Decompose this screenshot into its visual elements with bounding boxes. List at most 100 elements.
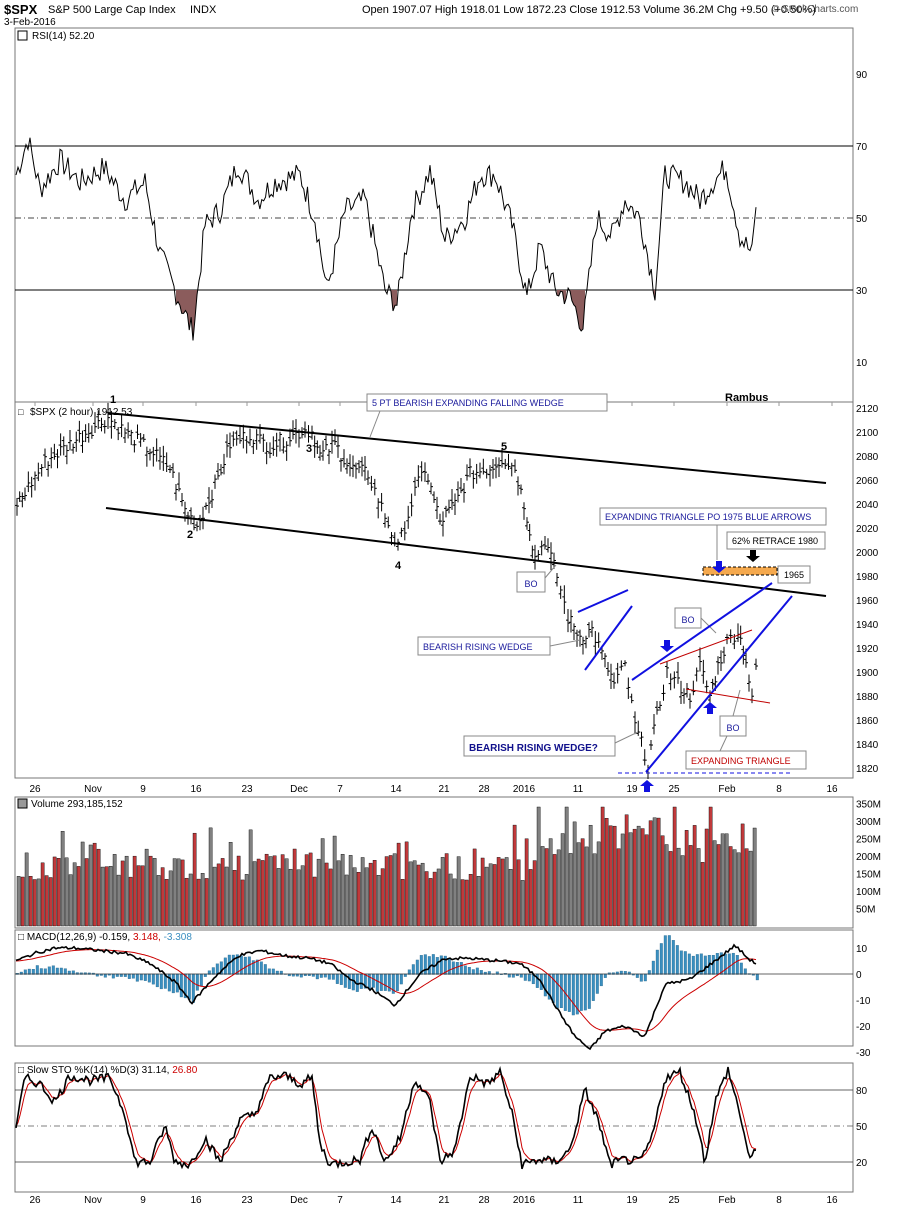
macd-tick-label: -10: [856, 996, 871, 1007]
volume-bar: [256, 858, 261, 927]
volume-bar: [628, 832, 633, 927]
volume-bar: [196, 878, 201, 927]
macd-histogram-bar: [75, 972, 79, 975]
macd-histogram-bar: [315, 973, 319, 980]
volume-bar: [32, 879, 37, 927]
rsi-legend-box: [17, 30, 28, 41]
volume-bar: [48, 877, 53, 927]
level-1965-note: 1965: [784, 570, 804, 580]
macd-histogram-bar: [23, 969, 27, 975]
volume-bar: [80, 841, 85, 927]
rising-wedge-note: BEARISH RISING WEDGE: [423, 642, 533, 652]
volume-bar: [692, 825, 697, 927]
volume-bar: [200, 873, 205, 927]
volume-bar: [688, 845, 693, 927]
macd-histogram-bar: [51, 965, 55, 975]
ohlc-summary: Open 1907.07 High 1918.01 Low 1872.23 Cl…: [362, 4, 816, 16]
volume-bar: [384, 856, 389, 927]
x-tick-label: 2016: [513, 1195, 536, 1206]
x-tick-label: Dec: [290, 784, 308, 795]
macd-histogram-bar: [423, 954, 427, 975]
macd-histogram-bar: [231, 954, 235, 975]
x-tick-label: 14: [390, 784, 402, 795]
volume-bar: [116, 874, 121, 927]
macd-histogram-bar: [651, 960, 655, 975]
volume-bar: [364, 867, 369, 927]
x-tick-label: Feb: [718, 784, 736, 795]
macd-histogram-bar: [59, 967, 63, 975]
macd-histogram-bar: [599, 973, 603, 987]
bo-note-2: BO: [681, 615, 694, 625]
macd-histogram-bar: [395, 973, 399, 992]
rsi-tick-label: 90: [856, 70, 868, 81]
price-tick-label: 1980: [856, 572, 879, 583]
macd-histogram-bar: [471, 969, 475, 975]
rsi-tick-label: 70: [856, 142, 868, 153]
volume-bar: [360, 857, 365, 927]
x-tick-label: 16: [826, 1195, 838, 1206]
volume-bar: [120, 860, 125, 927]
macd-histogram-bar: [643, 973, 647, 982]
macd-histogram-bar: [251, 960, 255, 975]
price-tick-label: 2120: [856, 404, 879, 415]
volume-bar: [492, 864, 497, 927]
volume-bar: [220, 858, 225, 927]
volume-bar: [216, 863, 221, 927]
volume-bar: [736, 852, 741, 927]
macd-histogram-bar: [211, 967, 215, 975]
volume-bar: [356, 872, 361, 927]
volume-bar: [544, 848, 549, 927]
macd-histogram-bar: [511, 973, 515, 978]
volume-bar: [176, 858, 181, 927]
volume-bar: [272, 855, 277, 927]
volume-bar: [740, 823, 745, 927]
bo-note-1: BO: [524, 579, 537, 589]
macd-histogram-bar: [683, 951, 687, 975]
volume-bar: [100, 866, 105, 927]
macd-histogram-bar: [635, 973, 639, 978]
macd-histogram-bar: [139, 973, 143, 981]
macd-histogram-bar: [199, 973, 203, 987]
volume-bar: [656, 817, 661, 927]
volume-bar: [724, 833, 729, 927]
macd-histogram-bar: [475, 967, 479, 975]
macd-histogram-bar: [527, 973, 531, 982]
volume-bar: [276, 868, 281, 927]
volume-bar: [500, 858, 505, 927]
falling-wedge-note-box: [366, 393, 608, 412]
macd-histogram-bar: [267, 968, 271, 975]
macd-histogram-bar: [663, 935, 667, 975]
rising-wedge-q-box: [463, 735, 616, 757]
x-tick-label: 28: [478, 1195, 490, 1206]
macd-histogram-bar: [479, 970, 483, 975]
macd-histogram-bar: [27, 968, 31, 975]
volume-bar: [96, 848, 101, 927]
volume-bar: [144, 848, 149, 927]
price-tick-label: 1840: [856, 740, 879, 751]
macd-histogram-bar: [703, 955, 707, 975]
sto-k-line: [15, 1065, 757, 1170]
volume-bar: [532, 860, 537, 927]
volume-bar: [412, 860, 417, 927]
volume-bar: [136, 865, 141, 927]
macd-histogram-bar: [339, 973, 343, 985]
macd-histogram-bar: [455, 962, 459, 975]
volume-bar: [160, 867, 165, 927]
macd-histogram-bar: [583, 973, 587, 1011]
macd-histogram-bar: [83, 972, 87, 975]
volume-bar: [664, 844, 669, 927]
volume-bar: [424, 871, 429, 927]
macd-histogram-bar: [647, 970, 651, 975]
volume-bar: [600, 806, 605, 927]
macd-histogram-bar: [327, 973, 331, 980]
volume-bar: [712, 840, 717, 927]
volume-bar: [584, 846, 589, 927]
volume-bar: [456, 856, 461, 927]
triangle-po-note: EXPANDING TRIANGLE PO 1975 BLUE ARROWS: [605, 512, 811, 522]
volume-bar: [480, 857, 485, 927]
wave-label: 5: [501, 441, 507, 453]
volume-bar: [188, 873, 193, 927]
x-tick-label: 7: [337, 1195, 343, 1206]
macd-histogram-bar: [591, 973, 595, 1001]
rising-wedge-q-pointer: [614, 731, 639, 744]
